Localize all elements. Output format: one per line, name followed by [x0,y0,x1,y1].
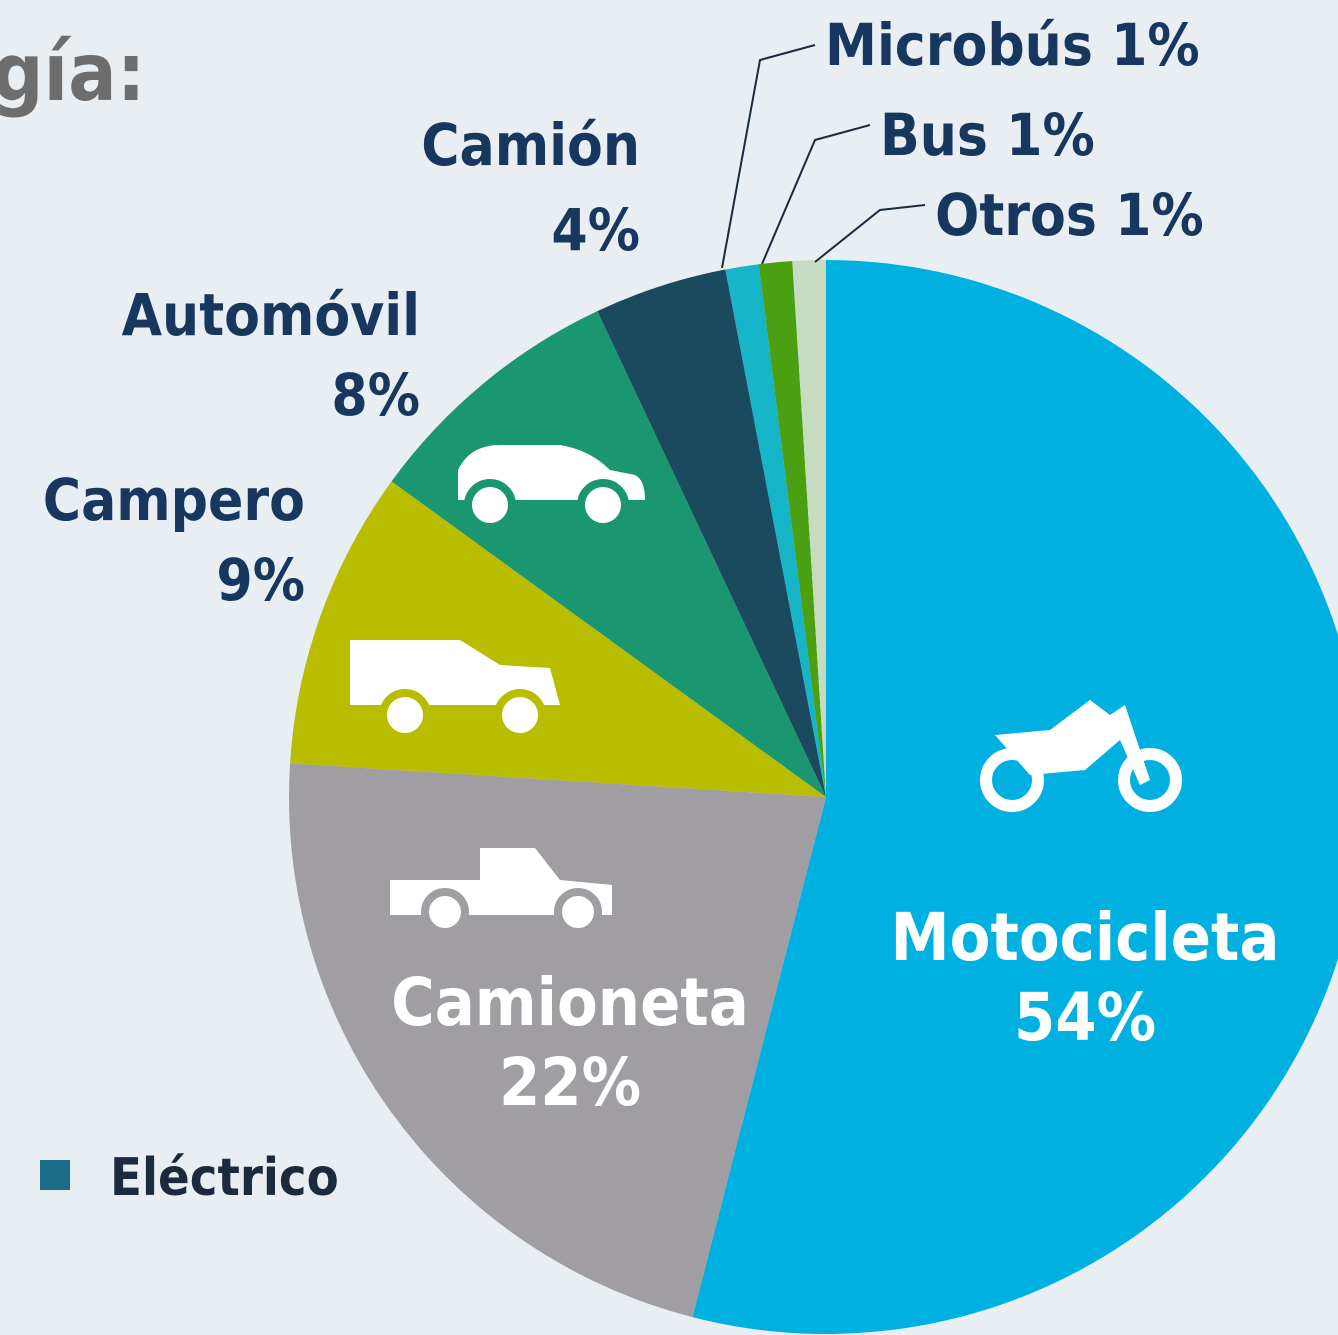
slice-value: 1% [1111,11,1200,79]
slice-name: Automóvil [122,281,420,349]
pie [289,260,1338,1334]
slice-value: 1% [1006,101,1095,169]
leader-line [761,124,871,265]
pickup-icon [390,848,612,936]
slice-name: Camioneta [391,964,749,1041]
slice-label: Microbús 1% [825,11,1200,79]
pie-slice [391,311,826,797]
motorcycle-icon [980,700,1182,812]
slice-value: 4% [551,196,640,264]
pie-slice [692,260,1338,1334]
pie-slice [597,269,826,798]
slice-value: 1% [1115,181,1204,249]
slice-label: Otros 1% [935,181,1204,249]
leader-lines [721,44,926,269]
car-icon [458,445,645,531]
slice-name: Bus [880,101,988,169]
slice-label: Bus 1% [880,101,1095,169]
slice-value: 8% [331,361,420,429]
pie-slice [792,260,826,797]
slice-value: 54% [1014,979,1156,1056]
legend-swatch [40,1160,70,1190]
jeep-icon [350,640,560,741]
slice-name: Microbús [825,11,1093,79]
slice-name: Camión [421,111,640,179]
chart-title: gía: [0,26,146,119]
slice-name: Otros [935,181,1097,249]
icons [350,445,1182,936]
slice-value: 22% [499,1044,641,1121]
leader-line [814,204,926,263]
leader-line [721,44,816,269]
pie-slice [725,264,826,798]
slice-name: Motocicleta [891,899,1280,976]
pie-slice [758,261,826,797]
legend-label: Eléctrico [110,1148,339,1208]
slice-value: 9% [216,546,305,614]
slice-name: Campero [43,466,305,534]
